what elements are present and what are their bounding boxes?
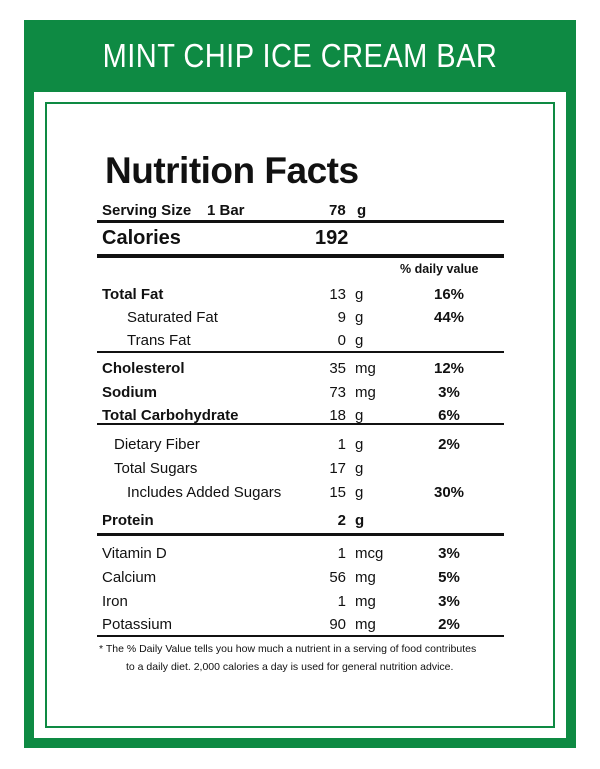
nutrient-name: Total Carbohydrate [102, 407, 239, 424]
rule-3 [97, 533, 504, 536]
nutrient-unit: g [355, 484, 364, 501]
footnote: * The % Daily Value tells you how much a… [97, 640, 507, 676]
nutrient-unit: g [355, 512, 365, 529]
frame-gap [34, 92, 566, 738]
rule-thick [97, 220, 504, 223]
nutrient-row-trans-fat: Trans Fat 0 g [97, 332, 507, 356]
nutrient-daily-value: 3% [438, 593, 460, 610]
label-panel [47, 104, 553, 726]
nutrient-unit: g [355, 460, 364, 477]
nutrient-amount: 15 [329, 484, 346, 501]
nutrient-name: Iron [102, 593, 128, 610]
product-title: MINT CHIP ICE CREAM BAR [102, 37, 498, 74]
rule-4 [97, 635, 504, 637]
nutrient-amount: 35 [329, 360, 346, 377]
nutrient-daily-value: 3% [438, 384, 460, 401]
nutrient-amount: 2 [337, 512, 346, 529]
nutrient-daily-value: 5% [438, 569, 460, 586]
nutrient-unit: g [355, 309, 364, 326]
nutrient-name: Protein [102, 512, 154, 529]
dv-header: % daily value [400, 262, 479, 276]
nutrient-daily-value: 2% [438, 616, 460, 633]
nutrient-name: Trans Fat [127, 332, 191, 349]
nutrient-amount: 13 [329, 286, 346, 303]
nutrient-unit: mg [355, 569, 376, 586]
rule-2 [97, 423, 504, 425]
calories-row: Calories 192 [97, 227, 507, 255]
nutrient-name: Cholesterol [102, 360, 185, 377]
nutrient-unit: g [355, 407, 364, 424]
serving-size-label: Serving Size [102, 202, 192, 219]
serving-size-row: Serving Size 1 Bar 78 g [97, 202, 507, 226]
inner-border [45, 102, 555, 728]
nutrient-name: Calcium [102, 569, 157, 586]
nutrient-name: Saturated Fat [127, 309, 218, 326]
nutrient-row-sodium: Sodium 73 mg 3% [97, 384, 507, 408]
calories-value: 192 [315, 227, 349, 249]
nutrient-amount: 18 [329, 407, 346, 424]
nutrient-unit: g [355, 436, 364, 453]
nutrient-row-vitamin-d: Vitamin D 1 mcg 3% [97, 545, 507, 569]
nutrient-amount: 9 [337, 309, 346, 326]
label-frame: MINT CHIP ICE CREAM BAR [24, 20, 576, 748]
nutrient-name: Dietary Fiber [114, 436, 200, 453]
nutrient-amount: 56 [329, 569, 346, 586]
nutrient-row-total-carbohydrate: Total Carbohydrate 18 g 6% [97, 407, 507, 431]
footnote-line-2: to a daily diet. 2,000 calories a day is… [126, 661, 454, 673]
nutrient-unit: g [355, 332, 364, 349]
nutrient-name: Sodium [102, 384, 157, 401]
nutrient-row-dietary-fiber: Dietary Fiber 1 g 2% [97, 436, 507, 460]
nutrient-amount: 1 [337, 545, 346, 562]
serving-size-value: 1 Bar [207, 202, 245, 219]
nutrient-unit: mg [355, 384, 376, 401]
nutrient-unit: mg [355, 616, 376, 633]
nutrient-daily-value: 12% [433, 360, 465, 377]
nutrient-row-protein: Protein 2 g [97, 512, 507, 536]
dv-header-row: % daily value [97, 262, 507, 286]
nutrient-amount: 90 [329, 616, 346, 633]
nutrient-row-includes-added-sugars: Includes Added Sugars 15 g 30% [97, 484, 507, 508]
nutrient-amount: 73 [329, 384, 346, 401]
nutrient-unit: mg [355, 593, 376, 610]
nutrient-daily-value: 2% [438, 436, 460, 453]
nutrient-amount: 17 [329, 460, 346, 477]
nutrient-unit: mg [355, 360, 376, 377]
nutrient-row-total-sugars: Total Sugars 17 g [97, 460, 507, 484]
nutrient-amount: 0 [337, 332, 346, 349]
nutrient-unit: g [355, 286, 364, 303]
nutrient-row-cholesterol: Cholesterol 35 mg 12% [97, 360, 507, 384]
serving-amount: 78 [329, 202, 346, 219]
nutrient-name: Total Sugars [114, 460, 198, 477]
nutrient-name: Potassium [102, 616, 173, 633]
nutrient-name: Includes Added Sugars [127, 484, 282, 501]
nutrient-daily-value: 6% [438, 407, 460, 424]
calories-label: Calories [102, 227, 181, 249]
nutrient-daily-value: 44% [433, 309, 465, 326]
nutrient-row-saturated-fat: Saturated Fat 9 g 44% [97, 309, 507, 333]
nutrient-row-potassium: Potassium 90 mg 2% [97, 616, 507, 640]
rule-heavy [97, 254, 504, 258]
nutrient-daily-value: 3% [438, 545, 460, 562]
nutrient-row-total-fat: Total Fat 13 g 16% [97, 286, 507, 310]
nutrient-row-calcium: Calcium 56 mg 5% [97, 569, 507, 593]
footnote-line-1: * The % Daily Value tells you how much a… [99, 643, 477, 655]
nutrient-unit: mcg [355, 545, 384, 562]
nutrient-amount: 1 [337, 436, 346, 453]
nutrient-daily-value: 30% [433, 484, 465, 501]
nutrition-facts-heading: Nutrition Facts [105, 150, 359, 191]
nutrient-name: Total Fat [102, 286, 164, 303]
nutrient-amount: 1 [337, 593, 346, 610]
nutrient-row-iron: Iron 1 mg 3% [97, 593, 507, 617]
serving-unit: g [357, 202, 367, 219]
nutrient-daily-value: 16% [433, 286, 465, 303]
nutrient-name: Vitamin D [102, 545, 167, 562]
rule-1 [97, 351, 504, 353]
